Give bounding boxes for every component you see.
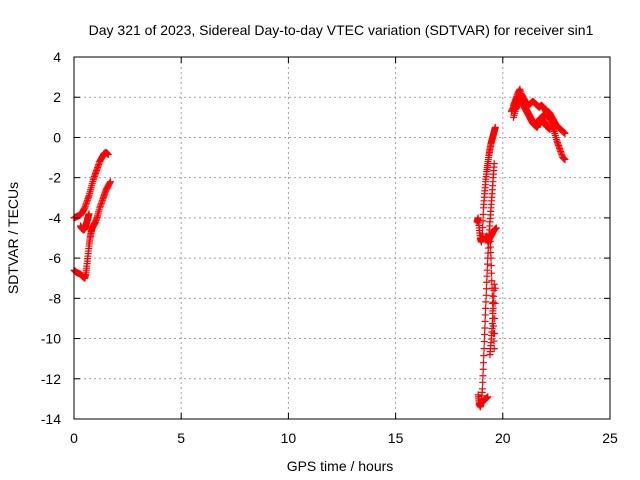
data-point-marker <box>561 129 569 137</box>
data-point-marker <box>488 277 496 285</box>
y-axis-label: SDTVAR / TECUs <box>5 182 21 294</box>
x-tick-label: 5 <box>177 430 185 446</box>
data-point-marker <box>479 365 487 373</box>
data-point-marker <box>483 278 491 286</box>
data-point-marker <box>489 298 497 306</box>
series-track <box>475 393 492 409</box>
data-point-marker <box>487 262 495 270</box>
data-point-marker <box>106 178 114 186</box>
x-tick-label: 10 <box>281 430 297 446</box>
series-track <box>484 224 500 246</box>
data-point-marker <box>481 317 489 325</box>
data-point-marker <box>484 260 492 268</box>
data-point-marker <box>546 125 554 133</box>
data-point-marker <box>483 272 491 280</box>
y-tick-label: -2 <box>49 170 62 186</box>
data-point-marker <box>490 286 498 294</box>
data-point-marker <box>484 393 492 401</box>
x-axis-label: GPS time / hours <box>287 458 394 474</box>
y-tick-label: 4 <box>53 49 61 65</box>
y-tick-label: 0 <box>53 129 61 145</box>
data-point-marker <box>480 359 488 367</box>
data-point-marker <box>491 123 499 131</box>
data-point-marker <box>490 160 498 168</box>
data-point-marker <box>479 372 487 380</box>
y-tick-label: -6 <box>49 250 62 266</box>
series-track <box>70 149 112 222</box>
data-point-marker <box>490 280 498 288</box>
data-point-marker <box>491 299 499 307</box>
y-tick-label: -12 <box>41 371 61 387</box>
y-tick-label: -14 <box>41 411 61 427</box>
y-tick-label: -10 <box>41 331 61 347</box>
y-tick-label: -4 <box>49 210 62 226</box>
x-tick-label: 15 <box>388 430 404 446</box>
data-point-marker <box>480 338 488 346</box>
plot-frame <box>73 56 611 420</box>
data-point-marker <box>478 230 486 238</box>
data-point-marker <box>489 304 497 312</box>
data-point-marker <box>479 217 487 225</box>
data-point-marker <box>482 298 490 306</box>
data-point-marker <box>561 156 569 164</box>
series-track <box>510 85 554 133</box>
chart-title: Day 321 of 2023, Sidereal Day-to-day VTE… <box>89 22 594 38</box>
data-point-marker <box>490 292 498 300</box>
data-point-marker <box>481 311 489 319</box>
data-point-marker <box>492 224 500 232</box>
data-point-marker <box>479 210 487 218</box>
data-point-marker <box>488 269 496 277</box>
data-point-marker <box>480 352 488 360</box>
data-point-marker <box>480 345 488 353</box>
series-track <box>473 123 499 246</box>
series-track <box>76 210 93 234</box>
axis-ticks: 0 5 10 15 20 25 -14 -12 -10 -8 -6 -4 -2 0 2 4 <box>41 49 618 446</box>
data-point-marker <box>482 291 490 299</box>
data-point-marker <box>478 385 486 393</box>
data-point-marker <box>479 378 487 386</box>
y-tick-label: -8 <box>49 290 62 306</box>
data-point-marker <box>482 304 490 312</box>
x-tick-label: 0 <box>70 430 78 446</box>
x-tick-label: 25 <box>602 430 618 446</box>
data-point-marker <box>479 223 487 231</box>
y-tick-label: 2 <box>53 89 61 105</box>
series-track <box>486 280 498 359</box>
data-point-marker <box>85 210 93 218</box>
data-point-marker <box>487 254 495 262</box>
data-point-marker <box>481 331 489 339</box>
data-point-marker <box>481 324 489 332</box>
x-tick-label: 20 <box>495 430 511 446</box>
data-point-marker <box>483 266 491 274</box>
data-point-marker <box>104 151 112 159</box>
